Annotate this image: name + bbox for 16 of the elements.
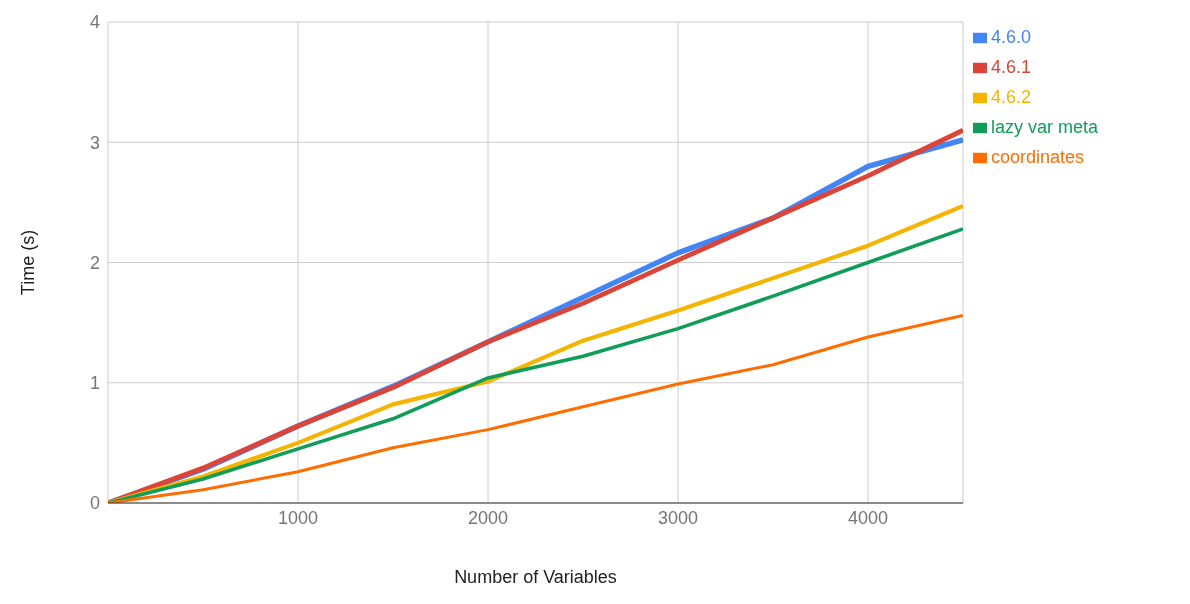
y-tick-label: 0 xyxy=(89,493,100,514)
legend-label: 4.6.0 xyxy=(991,27,1032,47)
x-tick-label: 4000 xyxy=(847,507,889,528)
y-tick-label: 4 xyxy=(89,12,100,33)
legend-label: 4.6.1 xyxy=(991,57,1032,77)
x-axis-title: Number of Variables xyxy=(454,567,617,587)
y-tick-label: 3 xyxy=(89,132,100,153)
legend-label: lazy var meta xyxy=(991,117,1099,137)
x-tick-label: 2000 xyxy=(467,507,509,528)
legend-label: coordinates xyxy=(991,147,1085,167)
legend-label: 4.6.2 xyxy=(991,87,1032,107)
x-tick-label: 3000 xyxy=(657,507,699,528)
y-tick-label: 2 xyxy=(89,252,100,273)
y-axis-title: Time (s) xyxy=(18,229,39,296)
y-tick-label: 1 xyxy=(89,373,100,394)
x-tick-label: 1000 xyxy=(277,507,319,528)
